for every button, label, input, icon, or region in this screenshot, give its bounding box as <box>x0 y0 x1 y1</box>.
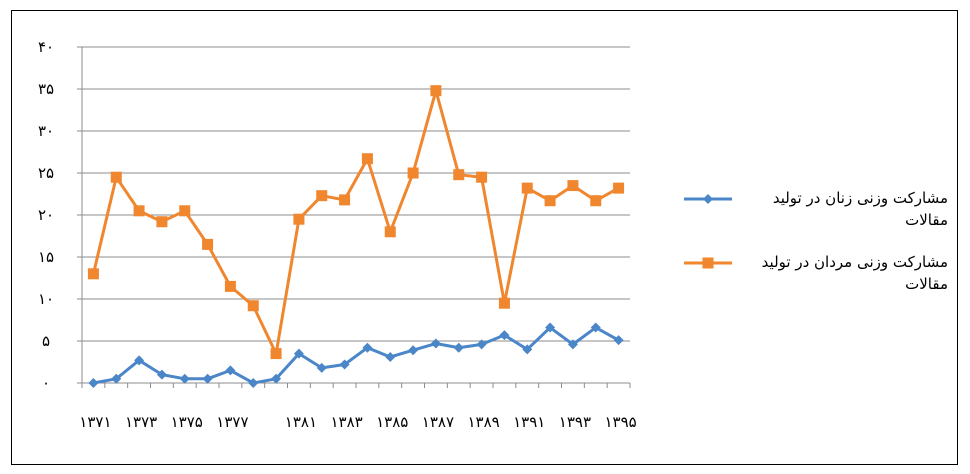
y-tick-label: ۲۵ <box>38 164 54 182</box>
data-point-women <box>248 378 259 388</box>
x-tick-label: ۱۳۹۱ <box>513 413 545 431</box>
y-tick-label: ۴۰ <box>38 38 54 56</box>
data-point-men <box>133 205 145 217</box>
chart-frame: ۰ ۵ ۱۰ ۱۵ ۲۰ ۲۵ ۳۰ ۳۵ ۴۰ ۱۳۷۱ ۱۳۷۳ ۱۳۷۵ ۱۳۷۷ ۱۳۸۱ ۱۳۸… <box>11 10 958 465</box>
data-point-women <box>613 335 624 346</box>
data-point-women <box>476 339 487 350</box>
data-point-women <box>408 345 419 356</box>
data-point-men <box>87 268 99 280</box>
y-tick-label: ۰ <box>42 374 50 392</box>
data-point-men <box>316 190 328 202</box>
y-tick-label: ۳۰ <box>38 122 54 140</box>
legend-swatch <box>684 257 732 269</box>
data-point-men <box>407 167 419 179</box>
data-point-women <box>134 355 145 366</box>
data-point-men <box>339 194 351 206</box>
data-point-women <box>499 330 510 341</box>
x-tick-label: ۱۳۸۵ <box>376 413 408 431</box>
data-point-women <box>339 359 350 370</box>
data-point-women <box>156 369 167 380</box>
x-tick-label: ۱۳۷۳ <box>125 413 157 431</box>
data-point-men <box>384 226 396 238</box>
legend-item: مشارکت وزنی زنان در تولید مقالات <box>682 187 952 251</box>
data-point-women <box>453 342 464 353</box>
y-tick-label: ۵ <box>42 332 50 350</box>
y-tick-label: ۱۰ <box>38 290 54 308</box>
data-point-women <box>362 342 373 353</box>
data-point-women <box>385 351 396 362</box>
data-point-women <box>111 373 122 384</box>
data-point-men <box>270 348 282 360</box>
series-line-1 <box>93 326 620 385</box>
x-axis: ۱۳۷۱ ۱۳۷۳ ۱۳۷۵ ۱۳۷۷ ۱۳۸۱ ۱۳۸۳ ۱۳۸۵ ۱۳۸۷ ۱۳۸۹ ۱۳۹۱… <box>79 382 637 431</box>
data-point-men <box>590 195 602 207</box>
x-tick-label: ۱۳۷۷ <box>216 413 248 431</box>
x-tick-label: ۱۳۸۹ <box>467 413 499 431</box>
data-point-women <box>179 373 190 384</box>
x-tick-label: ۱۳۷۵ <box>171 413 203 431</box>
data-point-men <box>498 297 510 309</box>
data-point-women <box>316 362 327 373</box>
data-point-men <box>202 238 214 250</box>
data-point-women <box>545 322 556 333</box>
data-point-women <box>88 378 99 388</box>
legend-label: مشارکت وزنی مردان در تولید مقالات <box>761 253 948 293</box>
legend-label: مشارکت وزنی زنان در تولید مقالات <box>772 189 948 229</box>
x-tick-label: ۱۳۷۱ <box>79 413 111 431</box>
y-axis: ۰ ۵ ۱۰ ۱۵ ۲۰ ۲۵ ۳۰ ۳۵ ۴۰ <box>38 38 83 392</box>
x-tick-label: ۱۳۸۱ <box>285 413 317 431</box>
data-point-women <box>567 339 578 350</box>
data-point-women <box>271 373 282 384</box>
data-point-men <box>430 85 442 97</box>
series-layer <box>87 85 625 388</box>
line-chart: ۰ ۵ ۱۰ ۱۵ ۲۰ ۲۵ ۳۰ ۳۵ ۴۰ ۱۳۷۱ ۱۳۷۳ ۱۳۷۵ ۱۳۷۷ ۱۳۸۱ ۱۳۸… <box>38 38 637 431</box>
data-point-men <box>224 280 236 292</box>
gridlines <box>82 46 630 384</box>
data-point-men <box>613 182 625 194</box>
data-point-women <box>522 344 533 355</box>
y-tick-label: ۲۰ <box>38 206 54 224</box>
y-tick-label: ۱۵ <box>38 248 54 266</box>
data-point-men <box>544 195 556 207</box>
data-point-men <box>453 169 465 181</box>
legend-swatch <box>684 194 732 204</box>
x-tick-label: ۱۳۸۳ <box>330 413 362 431</box>
data-point-women <box>202 373 213 384</box>
x-tick-label: ۱۳۹۵ <box>604 413 636 431</box>
data-point-men <box>247 300 259 312</box>
data-point-women <box>590 322 601 333</box>
legend-item: مشارکت وزنی مردان در تولید مقالات <box>682 251 952 315</box>
data-point-men <box>567 180 579 192</box>
y-tick-label: ۳۵ <box>38 80 54 98</box>
data-point-men <box>156 216 168 228</box>
x-tick-label: ۱۳۸۷ <box>422 413 454 431</box>
data-point-men <box>110 171 122 183</box>
x-tick-label: ۱۳۹۳ <box>559 413 591 431</box>
data-point-men <box>293 213 305 225</box>
legend: مشارکت وزنی زنان در تولید مقالات مشارکت و… <box>682 187 952 315</box>
data-point-men <box>521 182 533 194</box>
data-point-men <box>179 205 191 217</box>
data-point-women <box>293 348 304 359</box>
data-point-men <box>361 153 373 165</box>
data-point-women <box>225 365 236 376</box>
data-point-women <box>430 338 441 349</box>
data-point-men <box>476 171 488 183</box>
series-line-2 <box>91 89 620 356</box>
